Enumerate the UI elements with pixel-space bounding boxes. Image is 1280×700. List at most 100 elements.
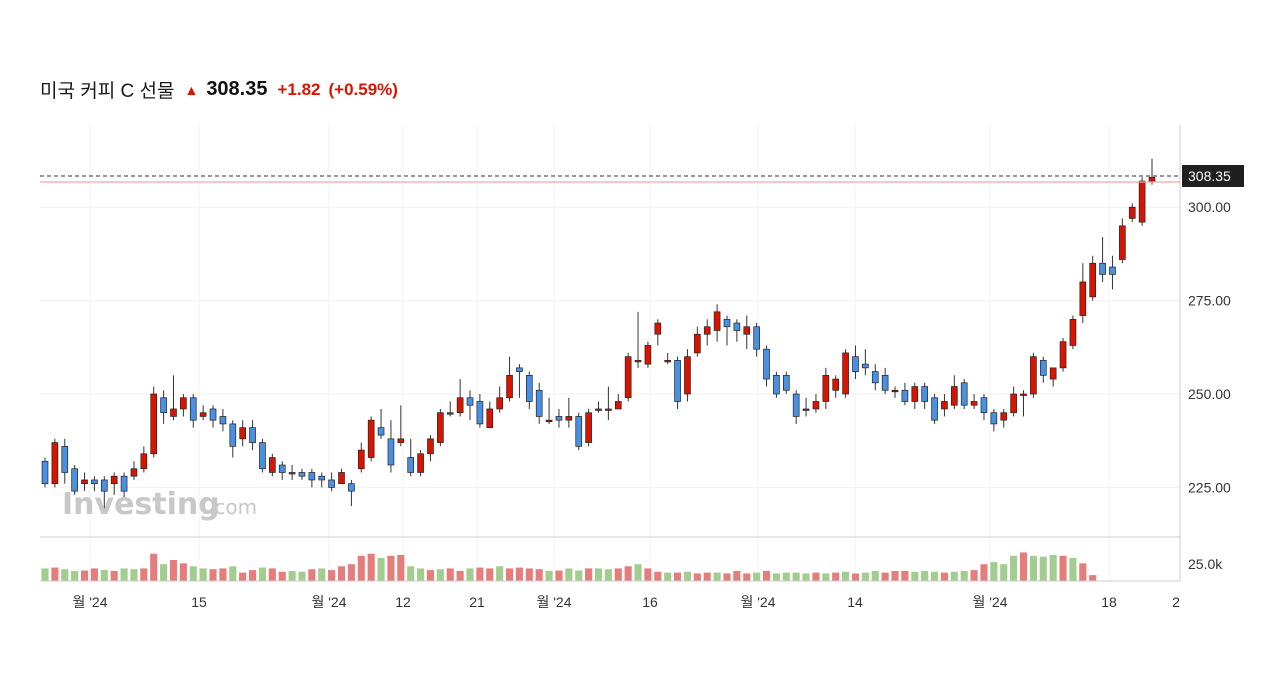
volume-bar	[792, 572, 800, 581]
candle-body	[703, 326, 711, 335]
candle	[367, 416, 375, 462]
candle-body	[575, 416, 583, 447]
candle	[960, 379, 968, 409]
volume-bar	[90, 568, 98, 581]
volume-bar	[861, 572, 869, 581]
candle-body	[1000, 412, 1008, 421]
candle	[1109, 255, 1116, 290]
candle	[802, 397, 810, 417]
candle-body	[862, 363, 869, 369]
candle	[407, 438, 415, 477]
candle	[278, 461, 286, 480]
candle	[506, 356, 513, 402]
candle-body	[802, 408, 810, 411]
candle-body	[308, 472, 316, 481]
candle	[753, 323, 760, 357]
x-tick-label: 21	[469, 594, 485, 610]
volume-bar	[407, 566, 415, 581]
candle-body	[1089, 262, 1097, 298]
candle	[1030, 352, 1037, 398]
candle-body	[1099, 262, 1106, 275]
candle	[723, 315, 731, 346]
candle-body	[41, 460, 49, 485]
candle-body	[713, 311, 721, 331]
volume-bar	[387, 555, 395, 581]
candle	[733, 319, 741, 342]
candle	[654, 319, 662, 346]
volume-bar	[278, 571, 286, 581]
candle	[1059, 337, 1067, 372]
candle	[575, 412, 583, 451]
candle	[516, 364, 523, 398]
candle-body	[387, 438, 395, 466]
volume-bar	[575, 570, 583, 581]
volume-bar	[51, 567, 59, 581]
candle-body	[812, 401, 820, 410]
candle	[100, 476, 108, 510]
candle-body	[555, 416, 563, 421]
candle-body	[970, 401, 978, 406]
candle-body	[773, 374, 780, 395]
candle-body	[733, 322, 741, 331]
volume-bar	[871, 570, 879, 581]
instrument-title: 미국 커피 C 선물	[40, 81, 175, 102]
candle	[288, 465, 296, 480]
candle	[792, 390, 800, 424]
volume-bar	[367, 553, 375, 581]
candle	[832, 375, 840, 398]
volume-bar	[644, 568, 652, 581]
candle	[743, 315, 751, 350]
candle-body	[634, 360, 642, 363]
candle	[812, 394, 820, 413]
candle	[249, 420, 256, 451]
volume-bar	[120, 568, 128, 581]
volume-bar	[337, 566, 346, 581]
candle-body	[960, 382, 968, 406]
volume-bar	[1059, 555, 1067, 581]
candle	[694, 326, 701, 357]
volume-bar	[298, 571, 306, 581]
candle	[921, 382, 928, 409]
volume-bar	[1000, 564, 1008, 581]
price-change-percent: (+0.59%)	[328, 79, 398, 99]
candle-body	[367, 419, 375, 458]
candle	[259, 438, 266, 473]
watermark-brand: Investing	[62, 487, 220, 522]
candle-body	[249, 427, 256, 443]
volume-bar	[664, 572, 672, 581]
up-arrow-icon: ▲	[184, 81, 199, 98]
candle-body	[199, 412, 207, 417]
candle-body	[1138, 180, 1146, 223]
volume-bar	[515, 567, 523, 581]
candle	[1020, 390, 1027, 417]
candle	[377, 408, 385, 439]
volume-bar	[41, 568, 49, 581]
candle	[130, 461, 138, 480]
candle-body	[792, 393, 800, 417]
candle	[446, 401, 454, 417]
candle-body	[674, 360, 681, 402]
volume-bar	[674, 572, 682, 581]
last-price-label: 308.35	[1188, 168, 1231, 184]
candle-body	[871, 371, 879, 384]
candle-body	[921, 386, 928, 402]
price-change: +1.82	[277, 79, 321, 99]
volume-bar	[940, 572, 948, 581]
candle-body	[1109, 266, 1116, 275]
candle	[120, 472, 128, 499]
candle-body	[318, 475, 326, 481]
candle	[1079, 263, 1087, 324]
volume-bar	[199, 568, 207, 581]
x-tick-label: 월 '24	[72, 594, 107, 610]
candle-body	[654, 322, 662, 335]
candle-body	[951, 386, 958, 406]
candle-body	[377, 427, 385, 436]
volume-bar	[169, 560, 178, 581]
volume-bars	[41, 552, 1097, 581]
volume-bar	[851, 573, 860, 581]
y-tick-label: 250.00	[1188, 386, 1231, 402]
candle	[1138, 177, 1146, 226]
candle-body	[348, 483, 355, 492]
candle-body	[852, 356, 859, 372]
